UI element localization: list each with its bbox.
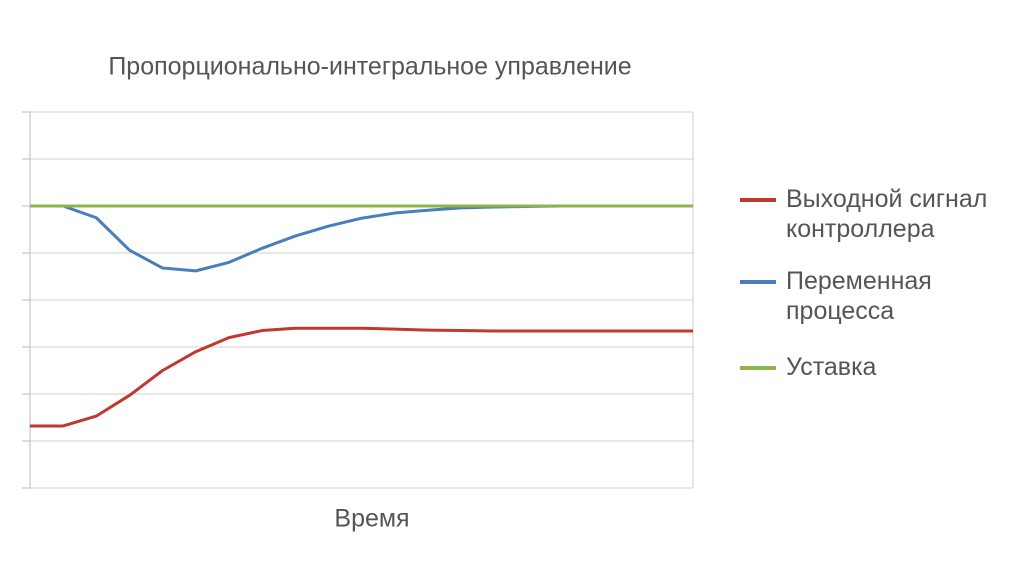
legend-item: Уставка [740, 352, 1025, 382]
chart-title: Пропорционально-интегральное управление [108, 53, 631, 81]
legend-item: Переменная процесса [740, 266, 1025, 326]
legend-swatch [740, 198, 776, 202]
series-line [30, 204, 693, 273]
legend-label: Уставка [786, 353, 877, 381]
legend-item: Выходной сигнал контроллера [740, 184, 1025, 244]
legend-label: Выходной сигнал контроллера [786, 185, 988, 243]
legend-swatch [740, 366, 776, 370]
series-line [30, 326, 693, 428]
legend-swatch [740, 280, 776, 284]
x-axis-label: Время [334, 505, 409, 533]
legend-label: Переменная процесса [786, 267, 932, 325]
